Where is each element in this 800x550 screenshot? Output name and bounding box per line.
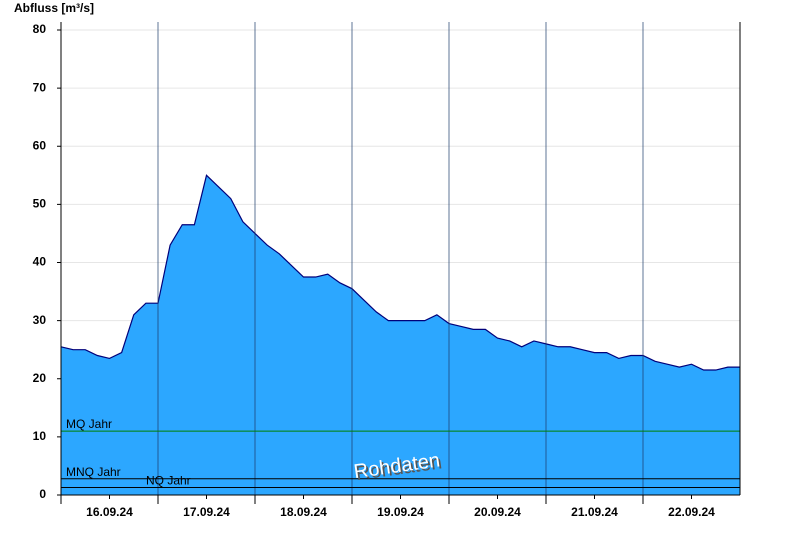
area-line — [60, 174, 740, 371]
x-tick-label: 20.09.24 — [474, 505, 521, 519]
y-tick-label: 70 — [33, 80, 47, 94]
reference-label: MNQ Jahr — [66, 465, 121, 479]
y-tick-label: 30 — [33, 313, 47, 327]
area — [61, 175, 740, 495]
y-tick-label: 60 — [33, 138, 47, 152]
y-tick-label: 50 — [33, 197, 47, 211]
reference-label: MQ Jahr — [66, 417, 112, 431]
x-tick-label: 16.09.24 — [86, 505, 133, 519]
x-tick-label: 22.09.24 — [668, 505, 715, 519]
x-tick-label: 21.09.24 — [571, 505, 618, 519]
x-tick-label: 18.09.24 — [280, 505, 327, 519]
y-tick-label: 80 — [33, 22, 47, 36]
y-axis-label: Abfluss [m³/s] — [14, 1, 94, 15]
y-tick-label: 0 — [39, 487, 46, 501]
y-tick-label: 40 — [33, 255, 47, 269]
x-tick-label: 19.09.24 — [377, 505, 424, 519]
y-tick-label: 10 — [33, 429, 47, 443]
x-tick-label: 17.09.24 — [183, 505, 230, 519]
y-tick-label: 20 — [33, 371, 47, 385]
reference-label: NQ Jahr — [146, 474, 191, 488]
